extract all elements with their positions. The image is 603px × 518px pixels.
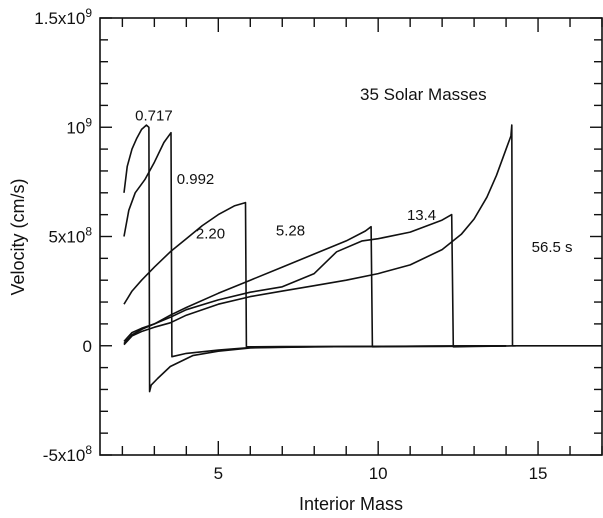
x-tick-label: 10 — [369, 464, 388, 483]
data-series — [123, 124, 602, 393]
x-axis-title: Interior Mass — [299, 494, 403, 514]
series-line — [123, 124, 602, 347]
x-tick-label: 15 — [529, 464, 548, 483]
y-tick-label: 1.5x109 — [34, 6, 92, 28]
x-tick-label: 5 — [214, 464, 223, 483]
y-axis-title: Velocity (cm/s) — [8, 178, 28, 295]
series-line — [123, 213, 516, 348]
y-tick-label: 5x108 — [48, 225, 92, 247]
series-label: 56.5 s — [532, 239, 573, 256]
tick-labels: 5 10 15 1.5x109 109 5x108 0 -5x108 — [34, 6, 547, 483]
series-line — [123, 201, 507, 348]
series-label: 0.992 — [177, 171, 215, 188]
series-labels: 0.717 0.992 2.20 5.28 13.4 56.5 s — [135, 108, 572, 256]
series-label: 5.28 — [276, 222, 305, 239]
plot-frame — [99, 17, 603, 456]
series-label: 0.717 — [135, 108, 173, 125]
series-label: 2.20 — [196, 226, 225, 243]
y-tick-label: -5x108 — [43, 443, 93, 465]
axis-ticks — [100, 17, 603, 456]
series-label: 13.4 — [407, 207, 436, 224]
y-tick-label: 0 — [83, 337, 92, 356]
chart-annotation: 35 Solar Masses — [360, 85, 487, 104]
series-line — [123, 124, 507, 393]
y-tick-label: 109 — [66, 115, 92, 137]
